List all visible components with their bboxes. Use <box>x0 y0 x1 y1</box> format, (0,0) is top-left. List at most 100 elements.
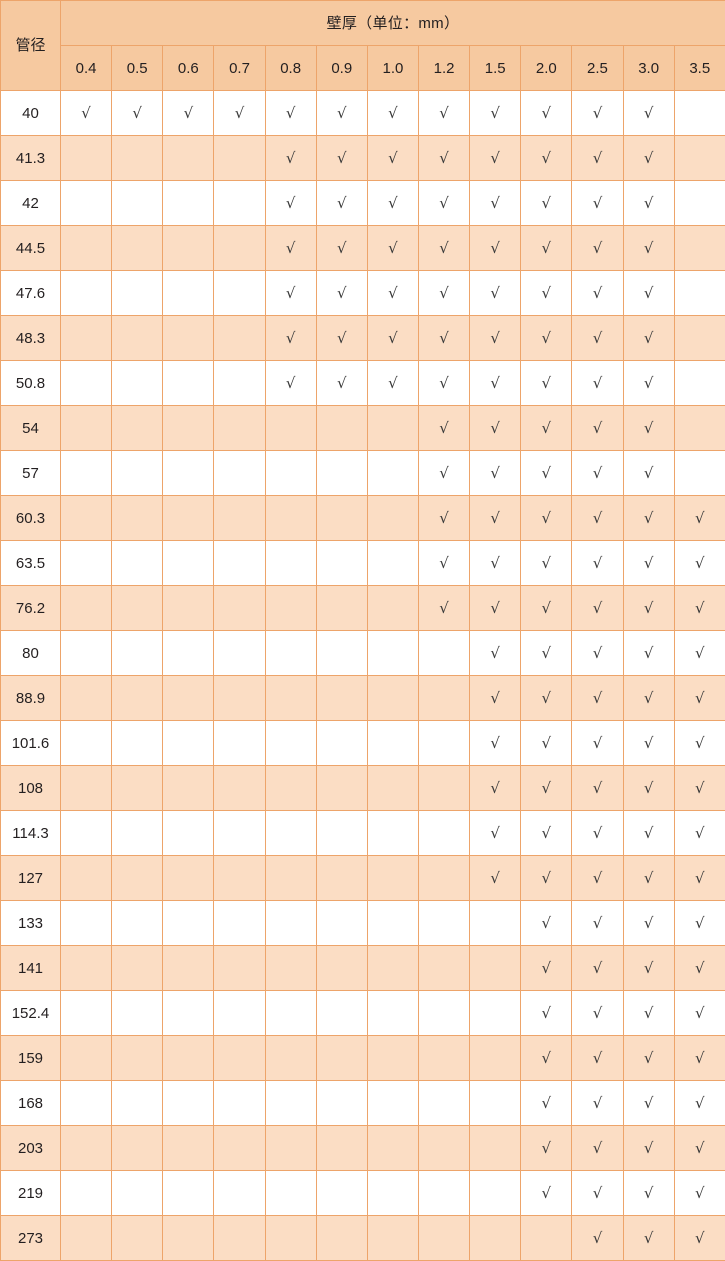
empty-cell <box>61 406 112 451</box>
check-icon: √ <box>542 511 552 526</box>
empty-cell <box>163 451 214 496</box>
empty-cell <box>316 721 367 766</box>
check-icon: √ <box>644 1006 654 1021</box>
check-icon: √ <box>337 286 347 301</box>
empty-cell <box>163 271 214 316</box>
check-cell: √ <box>470 676 521 721</box>
check-cell: √ <box>470 451 521 496</box>
table-row: 60.3√√√√√√ <box>1 496 725 541</box>
empty-cell <box>214 901 265 946</box>
check-cell: √ <box>623 136 674 181</box>
check-cell: √ <box>470 91 521 136</box>
check-icon: √ <box>439 421 449 436</box>
header-row-group: 管径 壁厚（单位：mm） <box>1 1 725 46</box>
check-cell: √ <box>572 721 623 766</box>
check-cell: √ <box>572 631 623 676</box>
empty-cell <box>61 676 112 721</box>
header-thickness-0.6: 0.6 <box>163 46 214 91</box>
header-thickness-0.9: 0.9 <box>316 46 367 91</box>
check-icon: √ <box>695 1096 705 1111</box>
diameter-cell: 88.9 <box>1 676 61 721</box>
empty-cell <box>163 406 214 451</box>
table-body: 40√√√√√√√√√√√√41.3√√√√√√√√42√√√√√√√√44.5… <box>1 91 725 1261</box>
check-cell: √ <box>418 181 469 226</box>
check-icon: √ <box>286 241 296 256</box>
empty-cell <box>367 1126 418 1171</box>
check-cell: √ <box>521 586 572 631</box>
table-row: 203√√√√ <box>1 1126 725 1171</box>
check-icon: √ <box>593 781 603 796</box>
check-cell: √ <box>674 766 725 811</box>
check-icon: √ <box>490 646 500 661</box>
check-icon: √ <box>490 421 500 436</box>
check-icon: √ <box>235 106 245 121</box>
check-icon: √ <box>695 871 705 886</box>
empty-cell <box>674 451 725 496</box>
check-cell: √ <box>316 361 367 406</box>
empty-cell <box>265 1171 316 1216</box>
empty-cell <box>112 136 163 181</box>
check-cell: √ <box>470 766 521 811</box>
check-icon: √ <box>542 376 552 391</box>
check-icon: √ <box>132 106 142 121</box>
empty-cell <box>418 1171 469 1216</box>
empty-cell <box>214 631 265 676</box>
check-cell: √ <box>470 631 521 676</box>
table-row: 88.9√√√√√ <box>1 676 725 721</box>
diameter-cell: 47.6 <box>1 271 61 316</box>
table-row: 133√√√√ <box>1 901 725 946</box>
check-cell: √ <box>623 406 674 451</box>
check-cell: √ <box>316 91 367 136</box>
check-cell: √ <box>521 1036 572 1081</box>
check-cell: √ <box>521 451 572 496</box>
check-icon: √ <box>542 331 552 346</box>
diameter-cell: 57 <box>1 451 61 496</box>
check-icon: √ <box>695 736 705 751</box>
check-icon: √ <box>542 736 552 751</box>
check-icon: √ <box>542 871 552 886</box>
check-cell: √ <box>418 91 469 136</box>
check-cell: √ <box>265 271 316 316</box>
empty-cell <box>112 541 163 586</box>
check-icon: √ <box>644 466 654 481</box>
empty-cell <box>674 136 725 181</box>
check-icon: √ <box>337 196 347 211</box>
empty-cell <box>112 226 163 271</box>
header-thickness-2.5: 2.5 <box>572 46 623 91</box>
table-row: 40√√√√√√√√√√√√ <box>1 91 725 136</box>
check-cell: √ <box>418 226 469 271</box>
check-cell: √ <box>572 766 623 811</box>
check-icon: √ <box>644 961 654 976</box>
check-icon: √ <box>644 511 654 526</box>
check-cell: √ <box>470 586 521 631</box>
check-cell: √ <box>623 451 674 496</box>
check-icon: √ <box>490 601 500 616</box>
diameter-cell: 203 <box>1 1126 61 1171</box>
check-icon: √ <box>644 196 654 211</box>
check-icon: √ <box>593 196 603 211</box>
empty-cell <box>214 811 265 856</box>
check-icon: √ <box>542 1186 552 1201</box>
check-icon: √ <box>593 691 603 706</box>
empty-cell <box>112 451 163 496</box>
empty-cell <box>214 946 265 991</box>
empty-cell <box>316 1216 367 1261</box>
empty-cell <box>316 991 367 1036</box>
check-cell: √ <box>521 766 572 811</box>
empty-cell <box>112 1171 163 1216</box>
empty-cell <box>367 1081 418 1126</box>
check-cell: √ <box>265 316 316 361</box>
diameter-cell: 152.4 <box>1 991 61 1036</box>
check-cell: √ <box>265 361 316 406</box>
empty-cell <box>265 856 316 901</box>
header-thickness-0.5: 0.5 <box>112 46 163 91</box>
empty-cell <box>470 1081 521 1126</box>
check-cell: √ <box>418 361 469 406</box>
check-icon: √ <box>439 376 449 391</box>
check-cell: √ <box>112 91 163 136</box>
check-icon: √ <box>593 241 603 256</box>
table-row: 76.2√√√√√√ <box>1 586 725 631</box>
check-cell: √ <box>572 226 623 271</box>
check-cell: √ <box>470 496 521 541</box>
empty-cell <box>265 586 316 631</box>
